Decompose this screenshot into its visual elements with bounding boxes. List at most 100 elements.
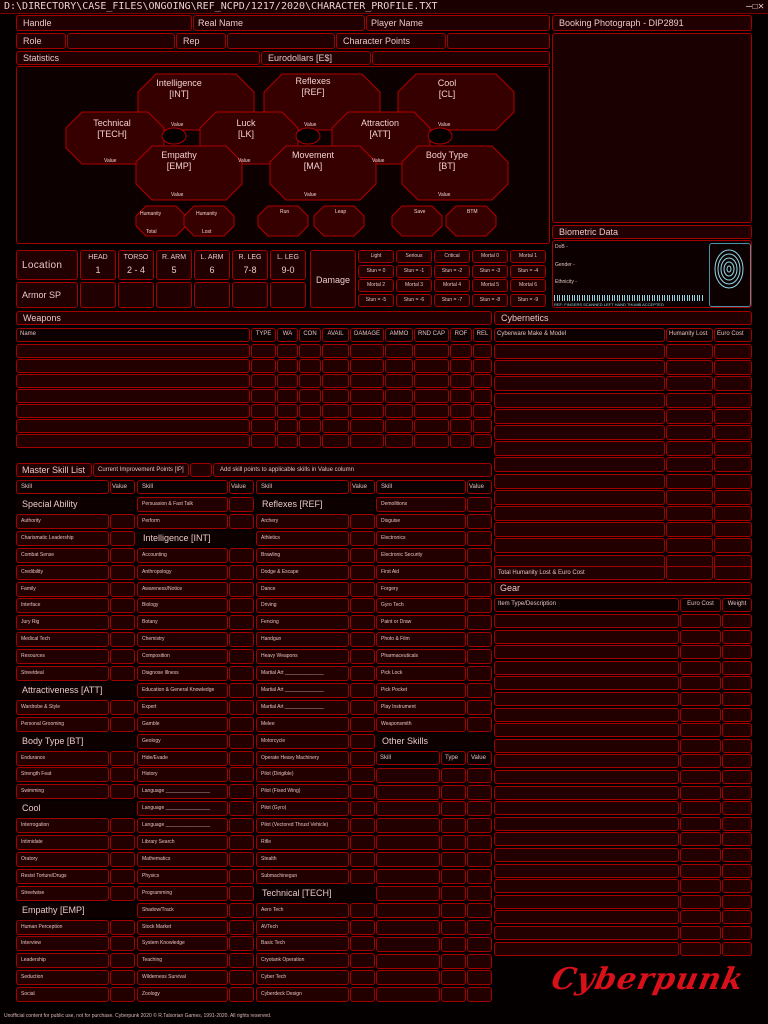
skill-value-field[interactable] xyxy=(229,953,254,969)
skill-value-field[interactable] xyxy=(229,598,254,614)
gear-cell[interactable] xyxy=(494,894,679,909)
skill-value-field[interactable] xyxy=(110,767,135,783)
leap-label[interactable]: Leap xyxy=(335,209,347,215)
cyber-cell[interactable] xyxy=(494,489,665,505)
damage-cell[interactable] xyxy=(510,264,546,278)
skill-value-field[interactable] xyxy=(229,885,254,901)
other-skill-cell[interactable] xyxy=(467,953,492,969)
weapons-cell[interactable] xyxy=(251,344,276,358)
weapons-cell[interactable] xyxy=(16,434,250,448)
weapons-cell[interactable] xyxy=(277,404,298,418)
cyber-cell[interactable] xyxy=(714,538,752,554)
other-skill-cell[interactable] xyxy=(376,987,440,1003)
weapons-cell[interactable] xyxy=(450,389,472,403)
other-skill-cell[interactable] xyxy=(441,869,466,884)
gear-cell[interactable] xyxy=(722,738,752,753)
skill-value-field[interactable] xyxy=(350,716,375,732)
damage-cell[interactable] xyxy=(434,250,470,263)
skill-value-field[interactable] xyxy=(229,615,254,631)
skill-value-field[interactable] xyxy=(229,801,254,817)
skill-value-field[interactable] xyxy=(350,513,375,529)
weapons-cell[interactable] xyxy=(473,374,492,388)
skill-value-field[interactable] xyxy=(110,835,135,850)
gear-cell[interactable] xyxy=(680,941,721,956)
weapons-cell[interactable] xyxy=(299,434,321,448)
skill-value-field[interactable] xyxy=(350,547,375,563)
skill-value-field[interactable] xyxy=(110,818,135,834)
damage-cell[interactable] xyxy=(434,264,470,278)
skill-value-field[interactable] xyxy=(350,564,375,580)
gear-cell[interactable] xyxy=(722,676,752,691)
skill-value-field[interactable] xyxy=(229,547,254,563)
weapons-cell[interactable] xyxy=(385,389,413,403)
weapons-cell[interactable] xyxy=(251,404,276,418)
weapons-cell[interactable] xyxy=(322,359,349,373)
skill-value-field[interactable] xyxy=(467,649,492,665)
real-name-field[interactable]: Real Name xyxy=(193,15,365,31)
weapons-cell[interactable] xyxy=(350,404,384,418)
skill-value-field[interactable] xyxy=(350,801,375,817)
skill-value-field[interactable] xyxy=(467,564,492,580)
gear-cell[interactable] xyxy=(680,629,721,644)
skill-value-field[interactable] xyxy=(467,513,492,529)
skill-value-field[interactable] xyxy=(110,970,135,986)
weapons-cell[interactable] xyxy=(385,359,413,373)
weapons-cell[interactable] xyxy=(251,359,276,373)
skill-value-field[interactable] xyxy=(229,970,254,986)
cyber-cell[interactable] xyxy=(714,344,752,359)
weapons-cell[interactable] xyxy=(350,389,384,403)
gear-cell[interactable] xyxy=(494,660,679,675)
gear-cell[interactable] xyxy=(722,894,752,909)
gear-cell[interactable] xyxy=(680,770,721,784)
stat-att-value[interactable]: Value xyxy=(372,158,385,164)
damage-cell[interactable] xyxy=(472,250,508,263)
other-skill-cell[interactable] xyxy=(467,784,492,800)
cyber-cell[interactable] xyxy=(494,408,665,424)
skill-value-field[interactable] xyxy=(229,987,254,1003)
skill-value-field[interactable] xyxy=(110,547,135,563)
weapons-cell[interactable] xyxy=(450,419,472,433)
damage-cell[interactable] xyxy=(396,279,432,292)
other-skill-cell[interactable] xyxy=(467,869,492,884)
skill-value-field[interactable] xyxy=(350,835,375,850)
gear-cell[interactable] xyxy=(494,676,679,691)
gear-cell[interactable] xyxy=(680,863,721,878)
skill-value-field[interactable] xyxy=(350,987,375,1003)
stat-lk-value[interactable]: Value xyxy=(238,158,251,164)
skill-value-field[interactable] xyxy=(229,733,254,749)
humanity-lost-label[interactable]: Lost xyxy=(202,229,212,235)
ip-field[interactable] xyxy=(190,463,212,477)
skill-value-field[interactable] xyxy=(350,936,375,952)
other-skill-cell[interactable] xyxy=(467,987,492,1003)
other-skill-cell[interactable] xyxy=(467,936,492,952)
weapons-cell[interactable] xyxy=(277,389,298,403)
other-skill-cell[interactable] xyxy=(467,902,492,918)
gear-cell[interactable] xyxy=(494,941,679,956)
skill-value-field[interactable] xyxy=(467,716,492,732)
other-skill-cell[interactable] xyxy=(376,953,440,969)
weapons-cell[interactable] xyxy=(322,419,349,433)
gear-cell[interactable] xyxy=(722,848,752,862)
cyber-total-cost[interactable] xyxy=(714,566,752,580)
skill-value-field[interactable] xyxy=(350,682,375,698)
cyber-cell[interactable] xyxy=(666,408,713,424)
skill-value-field[interactable] xyxy=(229,699,254,715)
character-points-field[interactable] xyxy=(447,33,550,49)
eurodollars-field[interactable] xyxy=(372,51,550,65)
btm-label[interactable]: BTM xyxy=(467,209,478,215)
weapons-cell[interactable] xyxy=(251,389,276,403)
cyber-cell[interactable] xyxy=(666,441,713,457)
gear-cell[interactable] xyxy=(494,707,679,722)
cyber-cell[interactable] xyxy=(494,522,665,538)
skill-value-field[interactable] xyxy=(350,767,375,783)
stat-emp-value[interactable]: Value xyxy=(171,192,184,198)
cyber-cell[interactable] xyxy=(666,425,713,440)
skill-value-field[interactable] xyxy=(110,987,135,1003)
gear-cell[interactable] xyxy=(680,848,721,862)
weapons-cell[interactable] xyxy=(414,359,449,373)
gear-cell[interactable] xyxy=(722,723,752,738)
cyber-cell[interactable] xyxy=(714,522,752,538)
skill-value-field[interactable] xyxy=(467,682,492,698)
damage-cell[interactable] xyxy=(434,279,470,292)
skill-value-field[interactable] xyxy=(110,784,135,800)
